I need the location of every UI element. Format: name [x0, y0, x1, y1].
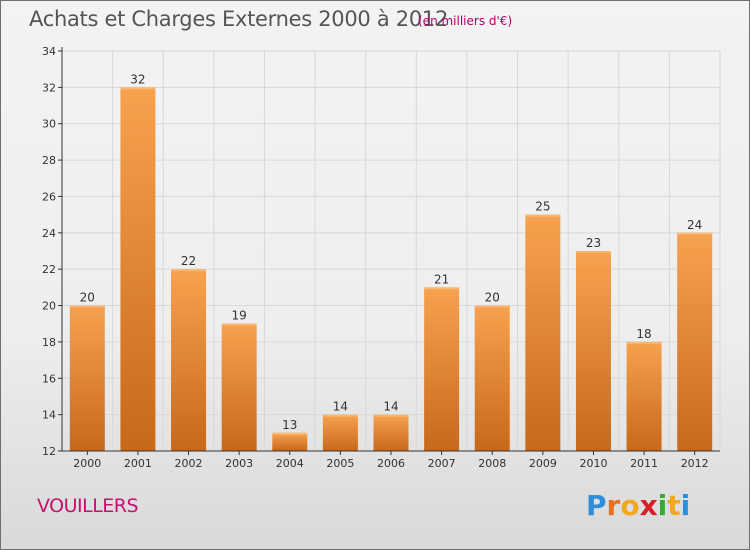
- y-tick-label: 24: [42, 227, 56, 240]
- x-tick-label-2002: 2002: [175, 457, 203, 470]
- proxiti-logo: Proxiti: [586, 489, 690, 522]
- bar-highlight: [474, 305, 510, 308]
- bar-2003: [221, 323, 257, 451]
- data-label-2002: 22: [181, 254, 196, 268]
- bar-2000: [69, 305, 105, 451]
- data-label-2011: 18: [636, 327, 651, 341]
- bar-highlight: [373, 414, 409, 417]
- data-label-2005: 14: [333, 400, 348, 414]
- bar-2012: [677, 232, 713, 451]
- bar-highlight: [120, 87, 156, 90]
- labels: 12 14 16 18 20 22 24 26 28 30 32 34 20 2000 32 2001 22 20…: [42, 45, 709, 470]
- logo-letter: r: [606, 489, 621, 522]
- chart-subtitle: (en milliers d'€): [418, 14, 513, 28]
- y-tick-label: 14: [42, 409, 56, 422]
- bar-2001: [120, 87, 156, 451]
- bar-highlight: [424, 287, 460, 290]
- y-tick-label: 20: [42, 300, 56, 313]
- bar-2002: [171, 269, 207, 451]
- logo-letter: i: [680, 489, 691, 522]
- bar-2004: [272, 432, 308, 451]
- y-tick-label: 34: [42, 45, 56, 58]
- bar-highlight: [322, 414, 358, 417]
- bar-highlight: [677, 232, 713, 235]
- data-label-2001: 32: [130, 72, 145, 86]
- bar-highlight: [575, 251, 611, 253]
- x-tick-label-2011: 2011: [630, 457, 658, 470]
- y-tick-label: 30: [42, 118, 56, 131]
- bar-2007: [424, 287, 460, 451]
- data-label-2012: 24: [687, 218, 702, 232]
- y-tick-label: 28: [42, 154, 56, 167]
- bar-2008: [474, 305, 510, 451]
- commune-name: VOUILLERS: [37, 495, 139, 517]
- logo-letter: i: [657, 489, 668, 522]
- bar-2010: [575, 251, 611, 451]
- logo-letter: t: [667, 489, 681, 522]
- data-label-2004: 13: [282, 418, 297, 432]
- bar-highlight: [272, 432, 308, 435]
- x-tick-label-2006: 2006: [377, 457, 405, 470]
- bar-highlight: [221, 323, 257, 326]
- data-label-2003: 19: [232, 309, 247, 323]
- chart-title: Achats et Charges Externes 2000 à 2012: [29, 7, 449, 31]
- logo-letter: x: [639, 489, 658, 522]
- y-tick-label: 32: [42, 81, 56, 94]
- data-label-2008: 20: [485, 291, 500, 305]
- x-tick-label-2000: 2000: [73, 457, 101, 470]
- y-tick-label: 22: [42, 263, 56, 276]
- data-label-2006: 14: [383, 400, 398, 414]
- x-tick-label-2003: 2003: [225, 457, 253, 470]
- x-tick-label-2004: 2004: [276, 457, 304, 470]
- bar-2005: [322, 414, 358, 451]
- bars: [69, 87, 713, 451]
- y-tick-label: 18: [42, 336, 56, 349]
- y-tick-label: 16: [42, 372, 56, 385]
- bar-2009: [525, 214, 561, 451]
- data-label-2010: 23: [586, 236, 601, 250]
- logo-letter: P: [586, 489, 607, 522]
- grid-lines: [61, 50, 721, 452]
- x-tick-label-2010: 2010: [579, 457, 607, 470]
- data-label-2007: 21: [434, 272, 449, 286]
- x-tick-label-2012: 2012: [681, 457, 709, 470]
- logo-letter: o: [620, 489, 640, 522]
- x-tick-label-2005: 2005: [326, 457, 354, 470]
- x-tick-label-2007: 2007: [428, 457, 456, 470]
- x-tick-label-2001: 2001: [124, 457, 152, 470]
- axes: [58, 47, 720, 455]
- x-tick-label-2009: 2009: [529, 457, 557, 470]
- bar-highlight: [525, 214, 561, 217]
- data-label-2009: 25: [535, 200, 550, 214]
- bar-highlight: [171, 269, 207, 272]
- bar-highlight: [69, 305, 105, 308]
- bar-2006: [373, 414, 409, 451]
- data-label-2000: 20: [80, 291, 95, 305]
- x-tick-label-2008: 2008: [478, 457, 506, 470]
- bar-2011: [626, 341, 662, 451]
- y-tick-label: 26: [42, 190, 56, 203]
- bar-highlight: [626, 341, 662, 344]
- y-tick-label: 12: [42, 445, 56, 458]
